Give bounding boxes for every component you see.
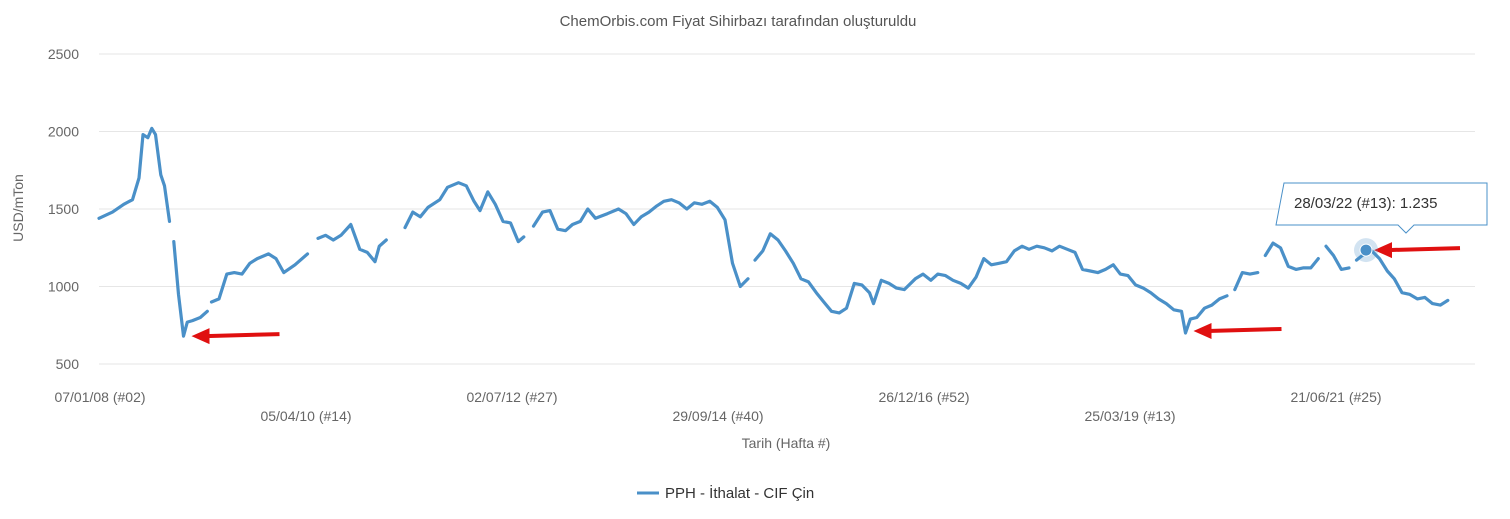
- x-tick-label: 25/03/19 (#13): [1084, 408, 1175, 424]
- y-tick-label: 2500: [48, 46, 79, 62]
- legend[interactable]: PPH - İthalat - CIF Çin: [637, 484, 814, 502]
- y-tick-label: 500: [56, 356, 80, 372]
- series-lines: [97, 126, 1450, 338]
- y-axis-ticks: 500 1000 1500 2000 2500: [48, 46, 79, 372]
- chart-title: ChemOrbis.com Fiyat Sihirbazı tarafından…: [560, 13, 917, 30]
- x-axis-ticks: 07/01/08 (#02) 05/04/10 (#14) 02/07/12 (#2…: [54, 389, 1381, 424]
- x-tick-label: 05/04/10 (#14): [260, 408, 351, 424]
- red-arrow: [1193, 323, 1282, 339]
- x-tick-label: 26/12/16 (#52): [878, 389, 969, 405]
- y-tick-label: 1500: [48, 201, 79, 217]
- highlight-marker[interactable]: 28/03/22 (#13): 1.235: [1275, 182, 1488, 263]
- red-arrow: [1374, 242, 1461, 259]
- x-tick-label: 21/06/21 (#25): [1290, 389, 1381, 405]
- x-tick-label: 07/01/08 (#02): [54, 389, 145, 405]
- red-arrow: [191, 328, 280, 345]
- x-tick-label: 29/09/14 (#40): [672, 408, 763, 424]
- annotation-arrows: [191, 242, 1461, 345]
- highlight-point[interactable]: [1359, 243, 1373, 257]
- y-axis-title: USD/mTon: [10, 174, 26, 242]
- y-tick-label: 2000: [48, 124, 79, 140]
- y-tick-label: 1000: [48, 279, 79, 295]
- tooltip-box: [1275, 182, 1488, 234]
- x-axis-title: Tarih (Hafta #): [742, 435, 831, 451]
- legend-label[interactable]: PPH - İthalat - CIF Çin: [665, 484, 814, 502]
- series-line[interactable]: [97, 126, 1450, 338]
- grid: [99, 53, 1475, 365]
- tooltip-text: 28/03/22 (#13): 1.235: [1294, 195, 1437, 212]
- x-tick-label: 02/07/12 (#27): [466, 389, 557, 405]
